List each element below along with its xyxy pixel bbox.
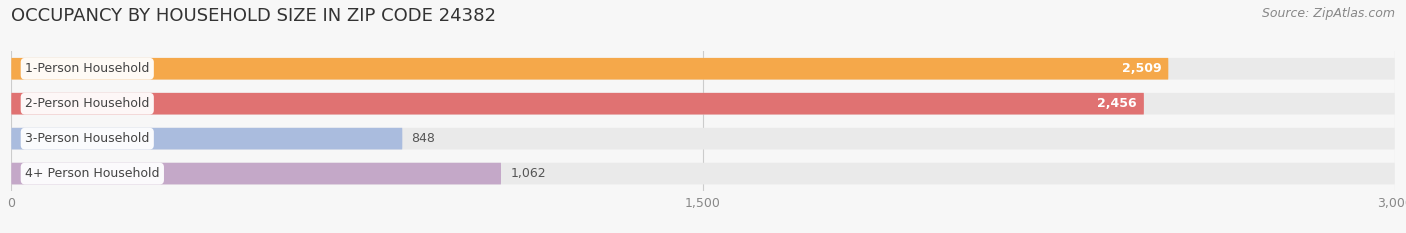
- FancyBboxPatch shape: [11, 58, 1168, 80]
- FancyBboxPatch shape: [11, 128, 1395, 150]
- FancyBboxPatch shape: [11, 93, 1144, 115]
- Text: 3-Person Household: 3-Person Household: [25, 132, 149, 145]
- FancyBboxPatch shape: [11, 128, 402, 150]
- Text: 4+ Person Household: 4+ Person Household: [25, 167, 160, 180]
- FancyBboxPatch shape: [11, 58, 1395, 80]
- Text: 1-Person Household: 1-Person Household: [25, 62, 149, 75]
- FancyBboxPatch shape: [11, 163, 501, 185]
- Text: 2,509: 2,509: [1122, 62, 1161, 75]
- Text: 1,062: 1,062: [510, 167, 546, 180]
- Text: 2-Person Household: 2-Person Household: [25, 97, 149, 110]
- Text: OCCUPANCY BY HOUSEHOLD SIZE IN ZIP CODE 24382: OCCUPANCY BY HOUSEHOLD SIZE IN ZIP CODE …: [11, 7, 496, 25]
- Text: Source: ZipAtlas.com: Source: ZipAtlas.com: [1261, 7, 1395, 20]
- FancyBboxPatch shape: [11, 163, 1395, 185]
- FancyBboxPatch shape: [11, 93, 1395, 115]
- Text: 2,456: 2,456: [1097, 97, 1137, 110]
- Text: 848: 848: [412, 132, 436, 145]
